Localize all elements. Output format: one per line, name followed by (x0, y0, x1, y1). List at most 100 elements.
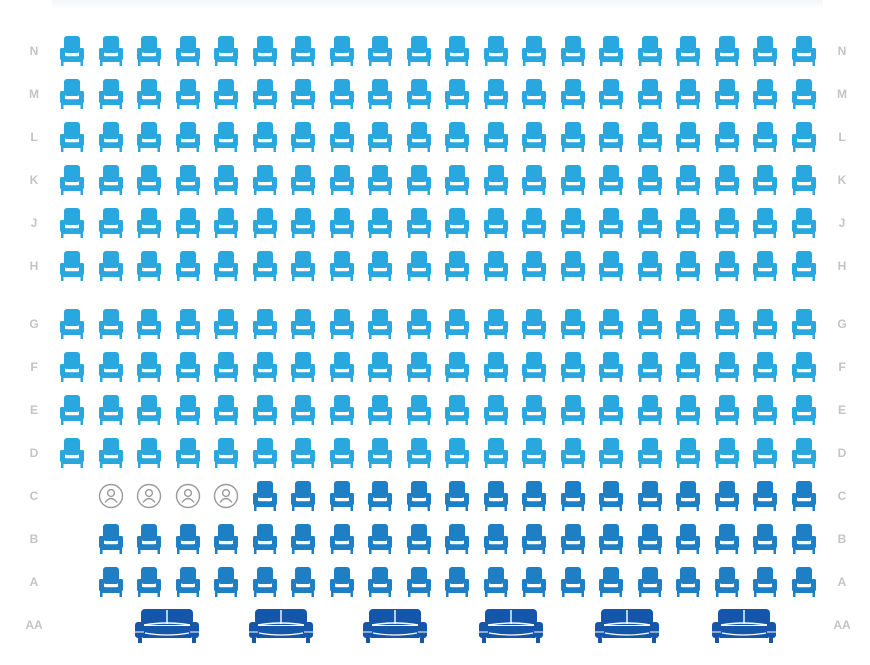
seat-a-15[interactable] (597, 566, 625, 598)
seat-k-13[interactable] (520, 164, 548, 196)
seat-g-8[interactable] (328, 308, 356, 340)
seat-m-16[interactable] (636, 78, 664, 110)
seat-e-4[interactable] (174, 394, 202, 426)
seat-l-3[interactable] (135, 121, 163, 153)
seat-d-13[interactable] (520, 437, 548, 469)
seat-g-17[interactable] (674, 308, 702, 340)
seat-k-1[interactable] (58, 164, 86, 196)
seat-c-20[interactable] (790, 480, 818, 512)
seat-n-2[interactable] (97, 35, 125, 67)
seat-f-1[interactable] (58, 351, 86, 383)
seat-d-10[interactable] (405, 437, 433, 469)
seat-f-19[interactable] (751, 351, 779, 383)
seat-k-17[interactable] (674, 164, 702, 196)
seat-f-4[interactable] (174, 351, 202, 383)
seat-f-6[interactable] (251, 351, 279, 383)
seat-b-17[interactable] (674, 523, 702, 555)
seat-a-5[interactable] (212, 566, 240, 598)
seat-a-17[interactable] (674, 566, 702, 598)
seat-f-12[interactable] (482, 351, 510, 383)
seat-k-12[interactable] (482, 164, 510, 196)
seat-e-17[interactable] (674, 394, 702, 426)
seat-n-6[interactable] (251, 35, 279, 67)
seat-n-17[interactable] (674, 35, 702, 67)
seat-a-7[interactable] (289, 566, 317, 598)
seat-g-18[interactable] (713, 308, 741, 340)
seat-j-19[interactable] (751, 207, 779, 239)
seat-j-10[interactable] (405, 207, 433, 239)
seat-f-5[interactable] (212, 351, 240, 383)
sofa-seat-aa-3[interactable] (362, 608, 428, 644)
seat-m-19[interactable] (751, 78, 779, 110)
seat-m-6[interactable] (251, 78, 279, 110)
seat-m-2[interactable] (97, 78, 125, 110)
seat-d-19[interactable] (751, 437, 779, 469)
seat-m-10[interactable] (405, 78, 433, 110)
seat-g-6[interactable] (251, 308, 279, 340)
seat-a-8[interactable] (328, 566, 356, 598)
seat-j-6[interactable] (251, 207, 279, 239)
seat-f-13[interactable] (520, 351, 548, 383)
seat-m-15[interactable] (597, 78, 625, 110)
seat-j-17[interactable] (674, 207, 702, 239)
seat-b-7[interactable] (289, 523, 317, 555)
seat-n-19[interactable] (751, 35, 779, 67)
seat-h-8[interactable] (328, 250, 356, 282)
seat-e-5[interactable] (212, 394, 240, 426)
seat-h-5[interactable] (212, 250, 240, 282)
sofa-seat-aa-4[interactable] (478, 608, 544, 644)
seat-a-20[interactable] (790, 566, 818, 598)
seat-j-7[interactable] (289, 207, 317, 239)
seat-d-12[interactable] (482, 437, 510, 469)
seat-n-11[interactable] (443, 35, 471, 67)
seat-h-11[interactable] (443, 250, 471, 282)
seat-m-5[interactable] (212, 78, 240, 110)
seat-d-16[interactable] (636, 437, 664, 469)
seat-m-8[interactable] (328, 78, 356, 110)
seat-k-2[interactable] (97, 164, 125, 196)
seat-c-7[interactable] (289, 480, 317, 512)
seat-l-12[interactable] (482, 121, 510, 153)
seat-b-2[interactable] (97, 523, 125, 555)
seat-h-12[interactable] (482, 250, 510, 282)
seat-b-10[interactable] (405, 523, 433, 555)
seat-d-4[interactable] (174, 437, 202, 469)
seat-h-18[interactable] (713, 250, 741, 282)
seat-a-2[interactable] (97, 566, 125, 598)
seat-j-15[interactable] (597, 207, 625, 239)
seat-l-15[interactable] (597, 121, 625, 153)
seat-h-13[interactable] (520, 250, 548, 282)
seat-a-13[interactable] (520, 566, 548, 598)
seat-e-16[interactable] (636, 394, 664, 426)
seat-n-3[interactable] (135, 35, 163, 67)
seat-c-11[interactable] (443, 480, 471, 512)
seat-c-13[interactable] (520, 480, 548, 512)
seat-f-15[interactable] (597, 351, 625, 383)
seat-k-11[interactable] (443, 164, 471, 196)
seat-f-18[interactable] (713, 351, 741, 383)
seat-d-7[interactable] (289, 437, 317, 469)
seat-b-6[interactable] (251, 523, 279, 555)
seat-c-6[interactable] (251, 480, 279, 512)
accessible-seat-c-3[interactable] (136, 483, 162, 509)
seat-e-19[interactable] (751, 394, 779, 426)
seat-d-17[interactable] (674, 437, 702, 469)
seat-k-16[interactable] (636, 164, 664, 196)
seat-c-15[interactable] (597, 480, 625, 512)
seat-j-3[interactable] (135, 207, 163, 239)
seat-k-14[interactable] (559, 164, 587, 196)
seat-k-4[interactable] (174, 164, 202, 196)
seat-g-2[interactable] (97, 308, 125, 340)
seat-n-15[interactable] (597, 35, 625, 67)
seat-k-3[interactable] (135, 164, 163, 196)
seat-h-7[interactable] (289, 250, 317, 282)
seat-l-14[interactable] (559, 121, 587, 153)
seat-e-14[interactable] (559, 394, 587, 426)
seat-b-16[interactable] (636, 523, 664, 555)
seat-f-9[interactable] (366, 351, 394, 383)
seat-f-3[interactable] (135, 351, 163, 383)
seat-h-3[interactable] (135, 250, 163, 282)
seat-c-12[interactable] (482, 480, 510, 512)
seat-g-13[interactable] (520, 308, 548, 340)
seat-d-5[interactable] (212, 437, 240, 469)
